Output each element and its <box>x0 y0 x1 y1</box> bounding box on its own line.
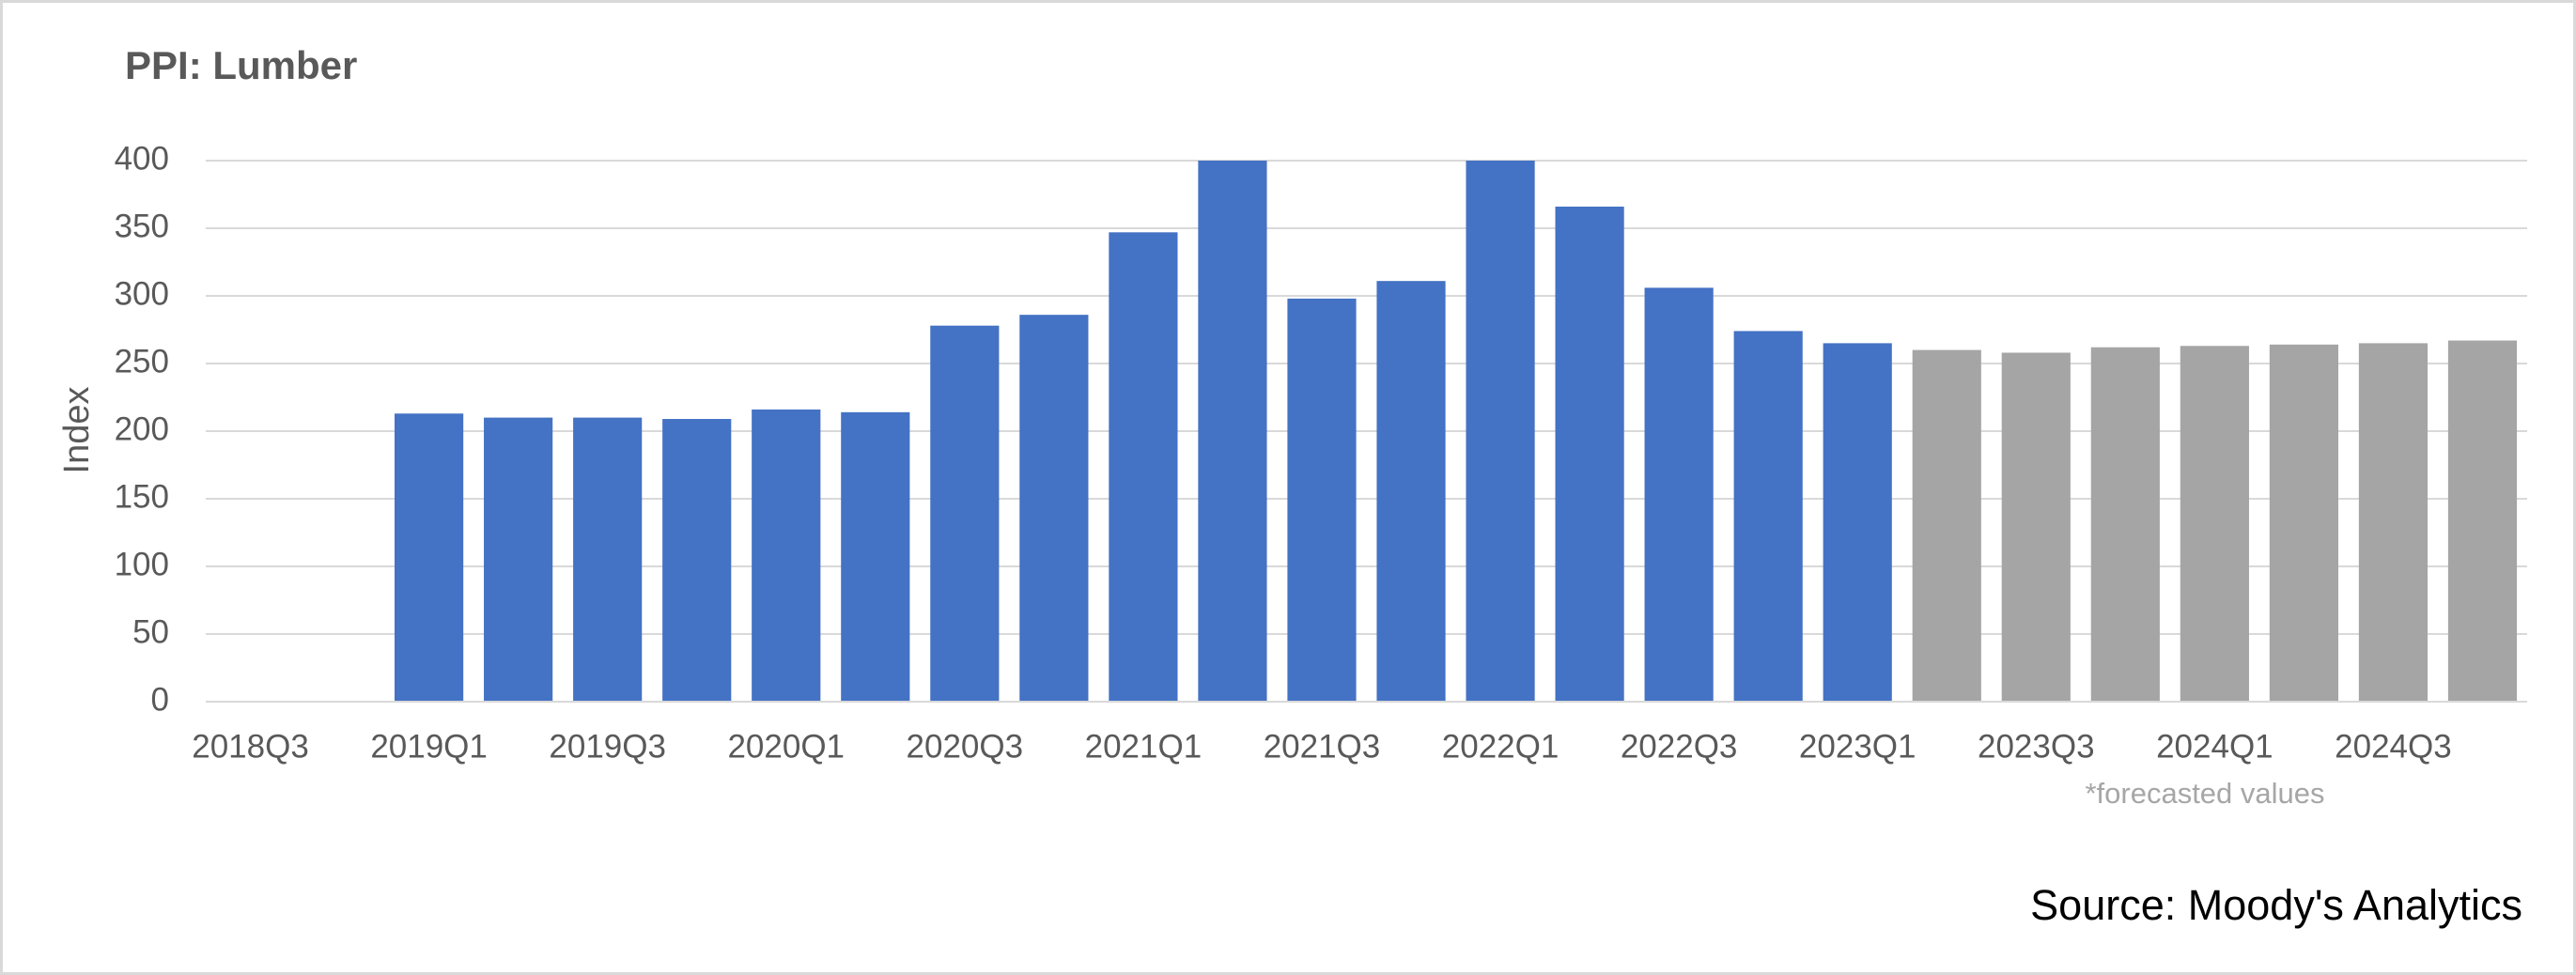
x-tick-label: 2023Q3 <box>1978 728 2095 765</box>
x-tick-label: 2022Q3 <box>1621 728 1738 765</box>
bar <box>930 325 1000 702</box>
x-tick-label: 2022Q1 <box>1442 728 1560 765</box>
bar <box>1019 315 1089 702</box>
bar <box>2001 352 2071 702</box>
y-axis-label: Index <box>57 387 97 474</box>
y-tick-label: 250 <box>115 343 169 379</box>
x-tick-label: 2020Q1 <box>727 728 845 765</box>
y-tick-label: 0 <box>151 681 169 718</box>
bar <box>841 411 910 702</box>
x-tick-label: 2019Q3 <box>549 728 666 765</box>
bar <box>1109 232 1178 702</box>
x-tick-label: 2019Q1 <box>370 728 488 765</box>
bar <box>2269 344 2338 702</box>
bar <box>573 417 643 702</box>
y-tick-label: 100 <box>115 546 169 582</box>
y-tick-label: 400 <box>115 140 169 177</box>
x-tick-label: 2018Q3 <box>192 728 309 765</box>
source: Source: Moody's Analytics <box>2030 881 2522 929</box>
bar <box>1198 161 1267 702</box>
y-tick-label: 50 <box>132 613 169 650</box>
annotation: *forecasted values <box>2085 777 2324 810</box>
bar <box>752 409 821 702</box>
bar <box>1287 298 1357 702</box>
x-tick-label: 2024Q3 <box>2335 728 2452 765</box>
y-tick-label: 300 <box>115 275 169 312</box>
bar <box>1912 349 1981 702</box>
bar <box>662 419 732 702</box>
bar <box>1823 343 1892 702</box>
bar <box>1466 161 1535 702</box>
bar <box>1644 287 1714 702</box>
bar <box>2358 343 2429 702</box>
x-tick-label: 2021Q3 <box>1264 728 1381 765</box>
bar <box>2447 340 2518 702</box>
bar <box>1733 331 1803 702</box>
y-tick-label: 350 <box>115 208 169 244</box>
y-tick-label: 200 <box>115 410 169 447</box>
bar <box>2180 346 2249 702</box>
bar <box>1555 206 1624 702</box>
bar <box>395 413 464 702</box>
x-tick-label: 2020Q3 <box>907 728 1024 765</box>
bar <box>1376 281 1446 702</box>
bar <box>2090 347 2160 702</box>
y-tick-label: 150 <box>115 478 169 515</box>
chart-title: PPI: Lumber <box>125 43 357 87</box>
x-tick-label: 2024Q1 <box>2156 728 2273 765</box>
x-tick-label: 2023Q1 <box>1799 728 1916 765</box>
bar <box>484 417 553 702</box>
x-tick-label: 2021Q1 <box>1085 728 1203 765</box>
